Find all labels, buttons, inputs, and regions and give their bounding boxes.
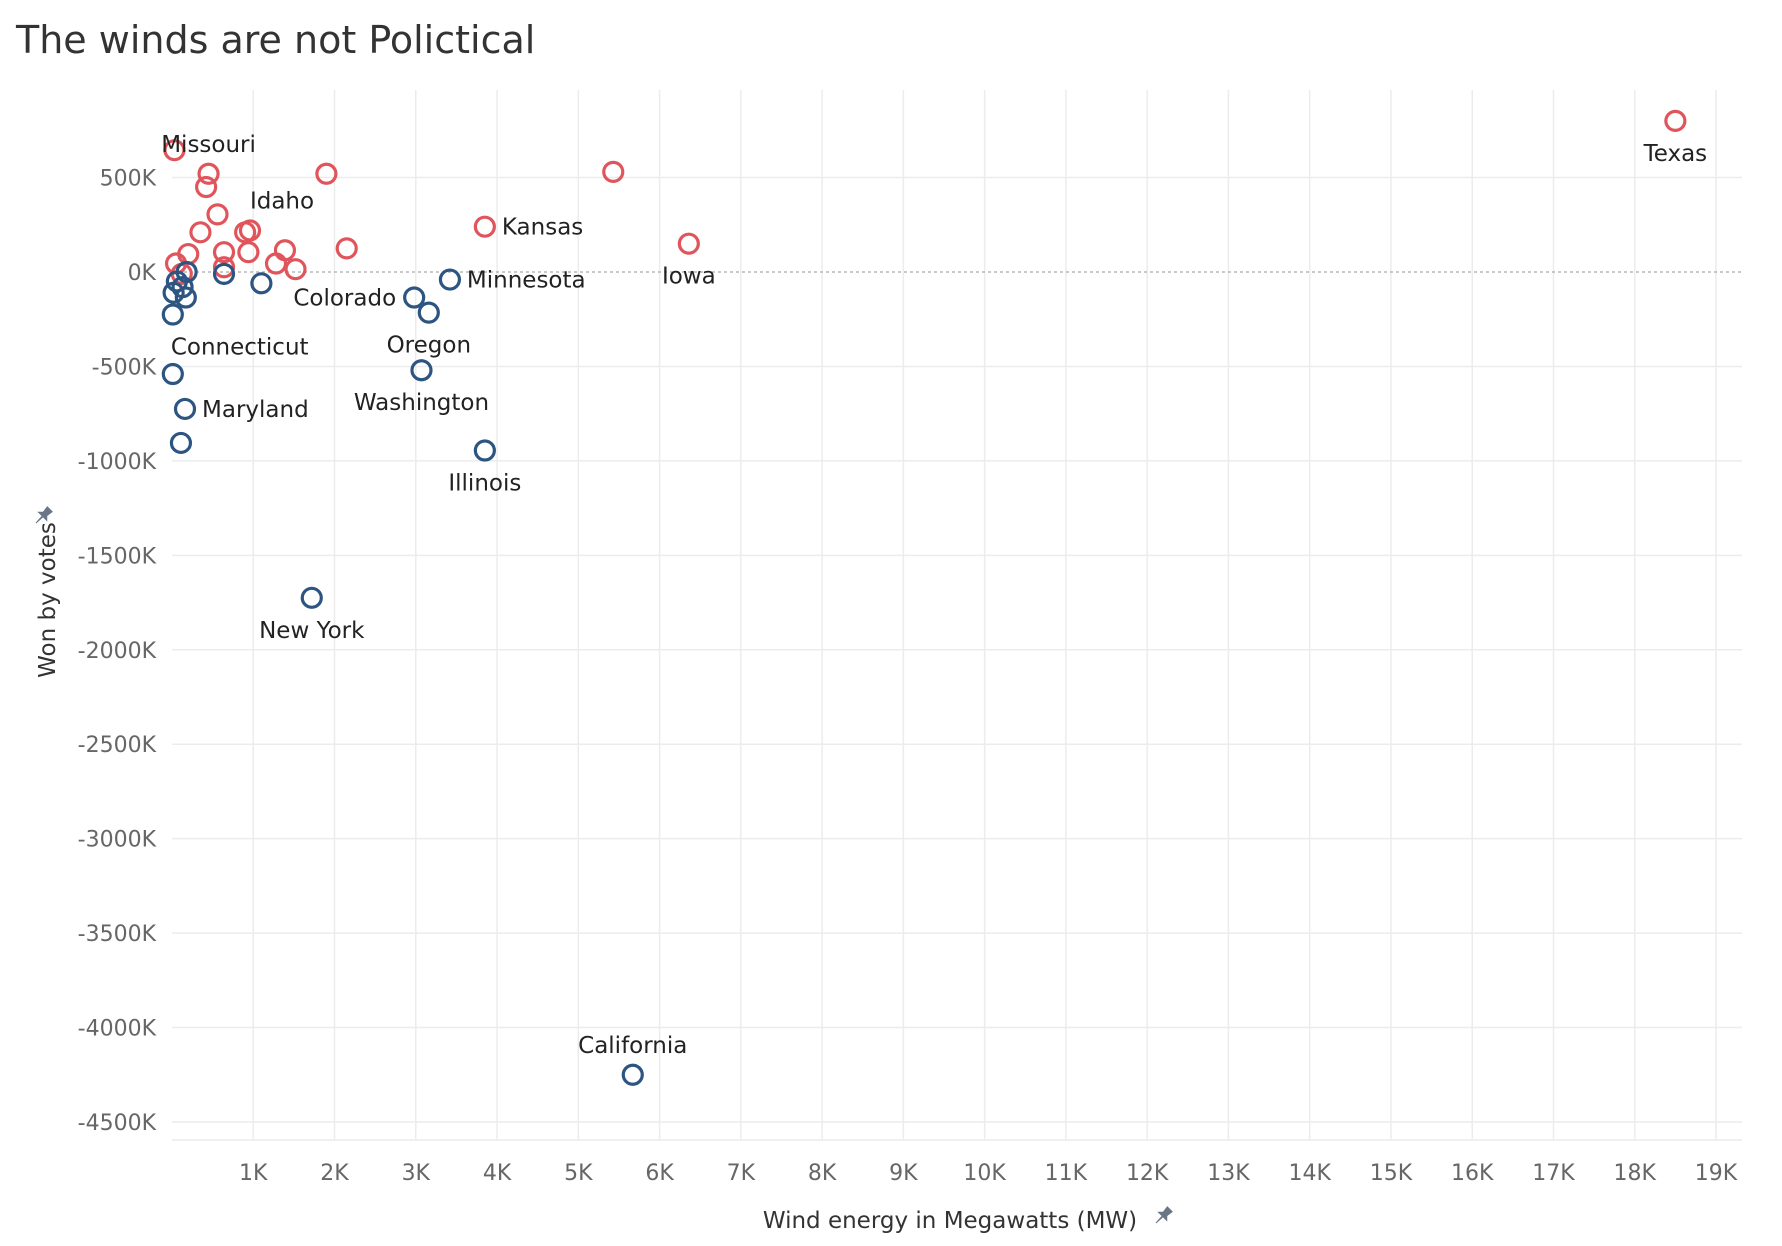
x-tick-label: 7K bbox=[727, 1161, 756, 1186]
data-point-red[interactable] bbox=[264, 252, 288, 275]
point-label: Colorado bbox=[293, 286, 396, 312]
x-tick-label: 16K bbox=[1451, 1161, 1494, 1186]
data-point-blue[interactable] bbox=[438, 268, 462, 291]
data-point-blue[interactable] bbox=[300, 586, 323, 609]
x-tick-label: 3K bbox=[402, 1161, 431, 1186]
x-tick-label: 8K bbox=[808, 1161, 837, 1186]
x-tick-label: 4K bbox=[483, 1161, 512, 1186]
y-tick-label: -1000K bbox=[78, 450, 157, 475]
y-tick-label: -1500K bbox=[78, 544, 157, 569]
data-point-red[interactable] bbox=[212, 256, 236, 279]
data-points[interactable] bbox=[161, 109, 1687, 1086]
data-point-red[interactable] bbox=[163, 139, 186, 162]
point-label: Kansas bbox=[502, 215, 583, 241]
point-label: Oregon bbox=[387, 333, 471, 359]
data-point-blue[interactable] bbox=[473, 439, 496, 462]
x-tick-label: 11K bbox=[1045, 1161, 1088, 1186]
y-tick-label: 0K bbox=[128, 261, 157, 286]
data-point-red[interactable] bbox=[212, 241, 236, 264]
x-axis-ticks: 1K 2K 3K 4K 5K 6K 7K 8K 9K 10K 11K 12K 13K 14K 15K 16K 1… bbox=[239, 1161, 1738, 1186]
point-label: Iowa bbox=[662, 264, 716, 290]
data-point-red[interactable] bbox=[1664, 109, 1687, 132]
y-tick-label: -4000K bbox=[78, 1017, 157, 1042]
point-label: Minnesota bbox=[467, 268, 586, 294]
x-tick-label: 1K bbox=[239, 1161, 268, 1186]
x-tick-label: 5K bbox=[564, 1161, 593, 1186]
x-tick-label: 13K bbox=[1207, 1161, 1250, 1186]
data-point-blue[interactable] bbox=[250, 272, 273, 295]
data-point-blue[interactable] bbox=[212, 262, 236, 285]
point-label: California bbox=[578, 1033, 687, 1059]
data-point-blue[interactable] bbox=[169, 431, 193, 455]
point-label: Connecticut bbox=[171, 335, 309, 361]
data-point-red[interactable] bbox=[602, 160, 625, 183]
data-point-red[interactable] bbox=[315, 162, 338, 185]
y-tick-label: -2000K bbox=[78, 639, 157, 664]
x-tick-label: 18K bbox=[1614, 1161, 1657, 1186]
point-label: New York bbox=[259, 618, 365, 644]
point-label: Maryland bbox=[202, 397, 309, 423]
x-tick-label: 14K bbox=[1288, 1161, 1331, 1186]
data-point-red[interactable] bbox=[237, 241, 260, 264]
data-point-red[interactable] bbox=[189, 221, 212, 244]
x-tick-label: 15K bbox=[1370, 1161, 1413, 1186]
data-point-blue[interactable] bbox=[162, 281, 185, 304]
data-point-blue[interactable] bbox=[174, 286, 197, 309]
chart-title: The winds are not Polictical bbox=[16, 18, 536, 62]
data-point-blue[interactable] bbox=[417, 301, 440, 324]
point-label: Missouri bbox=[161, 132, 256, 158]
y-tick-label: -3000K bbox=[78, 828, 157, 853]
y-axis-ticks: 500K 0K -500K -1000K -1500K -2000K -2500K -3000… bbox=[78, 167, 157, 1136]
x-tick-label: 9K bbox=[889, 1161, 918, 1186]
data-point-red[interactable] bbox=[335, 237, 358, 260]
data-point-blue[interactable] bbox=[173, 397, 197, 421]
data-point-red[interactable] bbox=[473, 215, 496, 238]
data-point-red[interactable] bbox=[197, 162, 220, 185]
data-point-blue[interactable] bbox=[410, 359, 433, 382]
y-axis-title: Won by votes bbox=[35, 522, 61, 678]
y-axis-pin-icon[interactable] bbox=[31, 504, 55, 528]
data-point-red[interactable] bbox=[206, 203, 229, 226]
data-point-red[interactable] bbox=[195, 175, 218, 199]
x-tick-label: 12K bbox=[1126, 1161, 1169, 1186]
x-axis-title: Wind energy in Megawatts (MW) bbox=[763, 1208, 1137, 1234]
data-point-blue[interactable] bbox=[161, 303, 184, 326]
x-tick-label: 2K bbox=[320, 1161, 349, 1186]
x-tick-label: 6K bbox=[645, 1161, 674, 1186]
data-point-blue[interactable] bbox=[161, 362, 184, 386]
y-tick-label: 500K bbox=[100, 167, 157, 192]
data-point-blue[interactable] bbox=[621, 1063, 644, 1086]
data-point-red[interactable] bbox=[284, 258, 307, 281]
grid-lines bbox=[172, 90, 1742, 1141]
data-point-blue[interactable] bbox=[403, 286, 426, 309]
y-tick-label: -2500K bbox=[78, 733, 157, 758]
x-tick-label: 19K bbox=[1695, 1161, 1738, 1186]
point-label: Idaho bbox=[250, 188, 314, 214]
y-tick-label: -3500K bbox=[78, 922, 157, 947]
point-label: Washington bbox=[354, 390, 489, 416]
x-tick-label: 10K bbox=[963, 1161, 1006, 1186]
y-tick-label: -4500K bbox=[78, 1111, 157, 1136]
y-tick-label: -500K bbox=[92, 355, 157, 380]
x-axis-pin-icon[interactable] bbox=[1151, 1204, 1175, 1228]
point-labels: Texas Missouri Idaho Kansas Iowa Minnesota Col… bbox=[161, 132, 1707, 1059]
point-label: Illinois bbox=[448, 471, 521, 497]
point-label: Texas bbox=[1643, 141, 1708, 167]
data-point-red[interactable] bbox=[677, 232, 700, 255]
x-tick-label: 17K bbox=[1532, 1161, 1575, 1186]
